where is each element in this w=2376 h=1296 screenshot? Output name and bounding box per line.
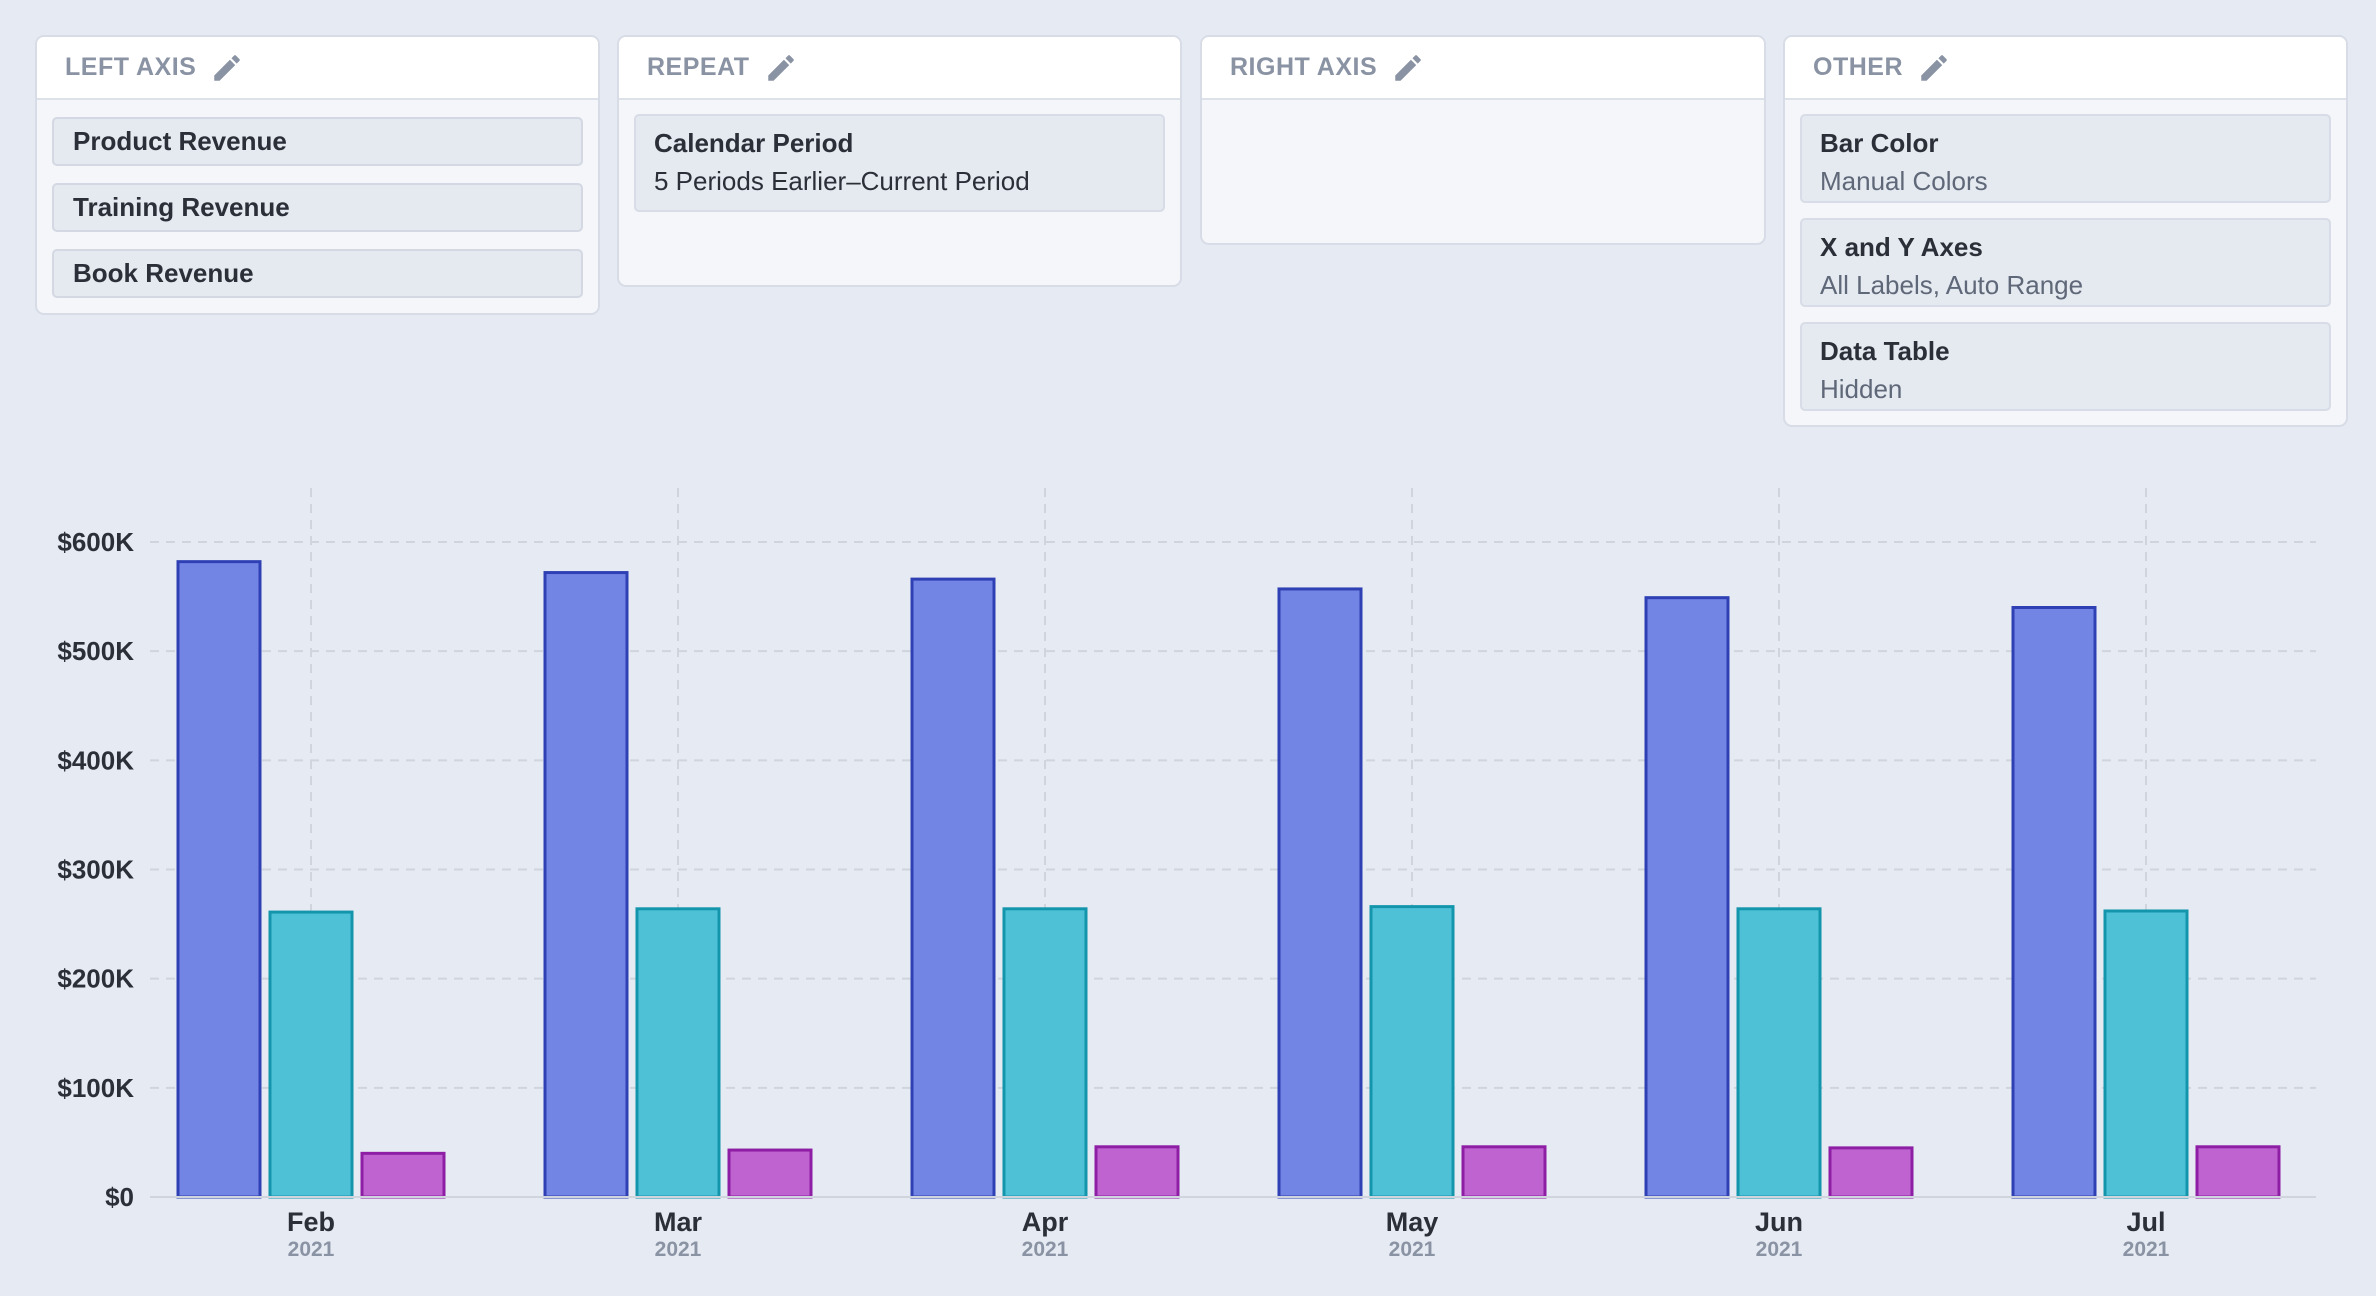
calendar-period-label: Calendar Period [654,128,854,158]
right-axis-header: RIGHT AXIS [1202,37,1764,100]
bar-book-revenue[interactable] [360,1151,446,1199]
x-tick-sublabel: 2021 [655,1238,702,1261]
bar-training-revenue[interactable] [268,910,354,1199]
y-tick-label: $0 [105,1182,134,1212]
bar-training-revenue[interactable] [2103,909,2189,1199]
bar-training-revenue[interactable] [1002,907,1088,1199]
right-axis-title: RIGHT AXIS [1230,53,1378,81]
left-axis-item-book-revenue[interactable]: Book Revenue [52,249,583,298]
bar-product-revenue[interactable] [543,571,629,1199]
left-axis-header: LEFT AXIS [37,37,598,100]
edit-pencil-icon[interactable] [1917,51,1951,85]
other-title: OTHER [1813,53,1903,81]
axes-value: All Labels, Auto Range [1820,270,2084,300]
data-table-value: Hidden [1820,374,1903,404]
bar-product-revenue[interactable] [1644,596,1730,1199]
bar-training-revenue[interactable] [1736,907,1822,1199]
x-tick-sublabel: 2021 [1756,1238,1803,1261]
data-table-item[interactable]: Data Table Hidden [1800,322,2331,411]
bar-book-revenue[interactable] [727,1148,813,1199]
x-tick-sublabel: 2021 [1389,1238,1436,1261]
data-table-label: Data Table [1820,336,1950,366]
left-axis-panel: LEFT AXIS Product Revenue Training Reven… [35,35,600,315]
calendar-period-item[interactable]: Calendar Period 5 Periods Earlier–Curren… [634,114,1165,212]
bar-training-revenue[interactable] [1369,905,1455,1199]
x-tick-label: Apr [1022,1207,1069,1237]
bar-book-revenue[interactable] [1828,1146,1914,1199]
bar-book-revenue[interactable] [1461,1145,1547,1199]
y-tick-label: $200K [57,964,134,994]
other-header: OTHER [1785,37,2346,100]
bar-product-revenue[interactable] [2011,606,2097,1199]
bar-color-value: Manual Colors [1820,166,1988,196]
x-tick-sublabel: 2021 [1022,1238,1069,1261]
y-tick-label: $600K [57,527,134,557]
x-tick-label: Mar [654,1207,703,1237]
y-tick-label: $300K [57,855,134,885]
x-tick-label: May [1386,1207,1439,1237]
y-tick-label: $500K [57,636,134,666]
bar-book-revenue[interactable] [1094,1145,1180,1199]
right-axis-panel: RIGHT AXIS [1200,35,1766,245]
bar-product-revenue[interactable] [176,560,262,1199]
bar-training-revenue[interactable] [635,907,721,1199]
y-tick-label: $400K [57,745,134,775]
edit-pencil-icon[interactable] [764,51,798,85]
bar-product-revenue[interactable] [910,577,996,1199]
repeat-title: REPEAT [647,53,750,81]
bar-product-revenue[interactable] [1277,587,1363,1199]
axes-label: X and Y Axes [1820,232,1983,262]
axes-item[interactable]: X and Y Axes All Labels, Auto Range [1800,218,2331,307]
left-axis-item-product-revenue[interactable]: Product Revenue [52,117,583,166]
left-axis-item-training-revenue[interactable]: Training Revenue [52,183,583,232]
edit-pencil-icon[interactable] [210,51,244,85]
left-axis-title: LEFT AXIS [65,53,197,81]
calendar-period-value: 5 Periods Earlier–Current Period [654,166,1030,196]
x-tick-label: Jun [1755,1207,1803,1237]
y-tick-label: $100K [57,1073,134,1103]
bar-book-revenue[interactable] [2195,1145,2281,1199]
x-tick-label: Feb [287,1207,335,1237]
revenue-bar-chart: $0$100K$200K$300K$400K$500K$600KFeb2021M… [57,488,2316,1261]
x-tick-sublabel: 2021 [288,1238,335,1261]
bar-color-item[interactable]: Bar Color Manual Colors [1800,114,2331,203]
x-tick-label: Jul [2126,1207,2165,1237]
bar-color-label: Bar Color [1820,128,1939,158]
x-tick-sublabel: 2021 [2123,1238,2170,1261]
repeat-header: REPEAT [619,37,1180,100]
right-axis-empty-area[interactable] [1202,100,1764,243]
other-panel: OTHER Bar Color Manual Colors X and Y Ax… [1783,35,2348,427]
edit-pencil-icon[interactable] [1391,51,1425,85]
repeat-panel: REPEAT Calendar Period 5 Periods Earlier… [617,35,1182,287]
